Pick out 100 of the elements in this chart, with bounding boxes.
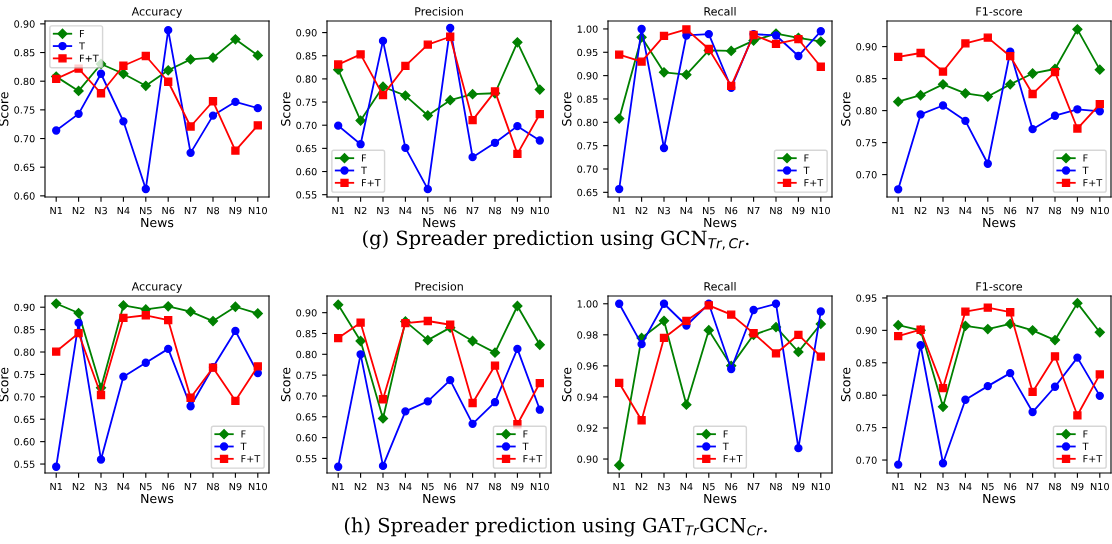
y-tick-label: 0.90 [856, 326, 877, 335]
x-tick-label: N10 [811, 206, 830, 215]
y-tick-label: 0.60 [14, 438, 35, 446]
x-tick-label: N6 [444, 206, 457, 215]
y-tick-label: 0.80 [856, 391, 877, 400]
x-tick-label: N4 [117, 483, 130, 491]
x-tick-label: N5 [422, 207, 434, 215]
legend-label: T [1082, 442, 1089, 450]
y-tick-label: 0.90 [14, 20, 35, 28]
chart-title: Recall [704, 282, 736, 291]
legend-label: T [79, 42, 85, 50]
y-tick-label: 0.60 [296, 434, 317, 442]
y-axis-title: Score [840, 92, 851, 126]
legend-label: F+T [241, 455, 261, 463]
x-tick-label: N2 [72, 206, 85, 215]
x-tick-label: N10 [1090, 482, 1109, 491]
chart-title: F1-score [976, 7, 1023, 16]
x-axis-title: News [423, 217, 456, 228]
legend-label: T [522, 442, 529, 450]
y-axis-title: Score [561, 367, 572, 402]
x-tick-label: N10 [811, 482, 830, 491]
x-tick-label: N2 [914, 482, 927, 491]
chart-title: F1-score [976, 282, 1023, 291]
x-tick-label: N1 [50, 483, 63, 491]
y-tick-label: 0.70 [856, 456, 877, 464]
y-tick-label: 0.75 [296, 371, 317, 379]
x-tick-label: N4 [680, 207, 693, 215]
chart-title: Precision [415, 7, 463, 16]
y-tick-label: 0.65 [14, 415, 35, 424]
x-tick-label: N9 [229, 482, 242, 491]
y-tick-label: 0.70 [14, 135, 35, 143]
x-tick-label: N3 [95, 482, 107, 491]
y-tick-label: 0.70 [856, 171, 877, 179]
x-tick-label: N4 [959, 483, 972, 491]
y-tick-label: 0.92 [577, 424, 598, 432]
x-tick-label: N8 [1049, 482, 1062, 491]
x-tick-label: N2 [354, 206, 367, 215]
x-tick-label: N7 [1026, 483, 1039, 491]
x-tick-label: N5 [703, 483, 715, 491]
x-tick-label: N3 [658, 206, 670, 215]
y-tick-label: 0.85 [577, 95, 598, 103]
y-tick-label: 0.90 [577, 455, 598, 463]
y-tick-label: 0.90 [856, 43, 877, 51]
y-tick-label: 0.85 [856, 359, 877, 367]
legend-label: F+T [1083, 455, 1103, 463]
y-tick-label: 0.60 [296, 168, 317, 176]
chart-title: Accuracy [131, 282, 183, 293]
y-tick-label: 0.75 [577, 142, 598, 150]
x-axis-title: News [141, 493, 174, 504]
legend-label: F+T [361, 179, 381, 187]
x-tick-label: N7 [184, 483, 197, 491]
y-tick-label: 0.70 [296, 121, 317, 130]
chart-title: Recall [704, 7, 736, 16]
y-tick-label: 0.80 [856, 107, 877, 115]
x-tick-label: N3 [937, 206, 949, 215]
y-tick-label: 0.55 [296, 191, 317, 199]
x-tick-label: N7 [1026, 207, 1039, 215]
y-tick-label: 0.65 [296, 413, 317, 421]
x-tick-label: N9 [1071, 206, 1084, 215]
y-tick-label: 0.65 [577, 188, 598, 197]
y-tick-label: 0.55 [14, 460, 35, 468]
legend-label: F+T [79, 54, 99, 62]
x-tick-label: N2 [914, 206, 927, 215]
x-tick-label: N10 [248, 482, 267, 491]
x-tick-label: N7 [466, 483, 479, 491]
y-tick-label: 0.60 [14, 192, 35, 200]
x-tick-label: N7 [747, 483, 760, 491]
x-tick-label: N8 [207, 206, 220, 215]
x-tick-label: N8 [489, 206, 502, 215]
x-tick-label: N9 [1071, 482, 1084, 491]
x-tick-label: N10 [530, 206, 549, 215]
y-axis-title: Score [280, 367, 291, 402]
x-tick-label: N3 [377, 482, 389, 491]
x-tick-label: N8 [770, 206, 783, 215]
x-tick-label: N4 [117, 207, 130, 215]
legend-label: T [1082, 166, 1089, 174]
legend-label: F+T [723, 455, 743, 463]
y-tick-label: 0.98 [577, 331, 598, 339]
x-tick-label: N5 [140, 207, 152, 215]
y-tick-label: 0.95 [856, 294, 877, 302]
x-axis-title: News [141, 217, 174, 228]
x-tick-label: N1 [892, 207, 905, 215]
x-tick-label: N5 [982, 483, 994, 491]
x-tick-label: N7 [184, 207, 197, 215]
legend-label: F+T [523, 455, 543, 463]
x-tick-label: N3 [937, 482, 949, 491]
x-tick-label: N5 [140, 483, 152, 491]
x-axis-title: News [983, 493, 1016, 504]
x-tick-label: N1 [613, 207, 626, 215]
legend-label: T [722, 442, 729, 450]
legend-label: F+T [1083, 179, 1103, 187]
x-axis-title: News [704, 217, 737, 228]
y-tick-label: 0.90 [296, 309, 317, 317]
y-tick-label: 0.90 [577, 72, 598, 80]
x-tick-label: N4 [399, 483, 412, 491]
text: (g) Spreader prediction using GCN$_{Tr,Cr}$. [363, 230, 749, 250]
legend-label: F [804, 154, 809, 162]
x-tick-label: N1 [332, 207, 345, 215]
x-tick-label: N9 [511, 206, 524, 215]
x-tick-label: N5 [703, 207, 715, 215]
